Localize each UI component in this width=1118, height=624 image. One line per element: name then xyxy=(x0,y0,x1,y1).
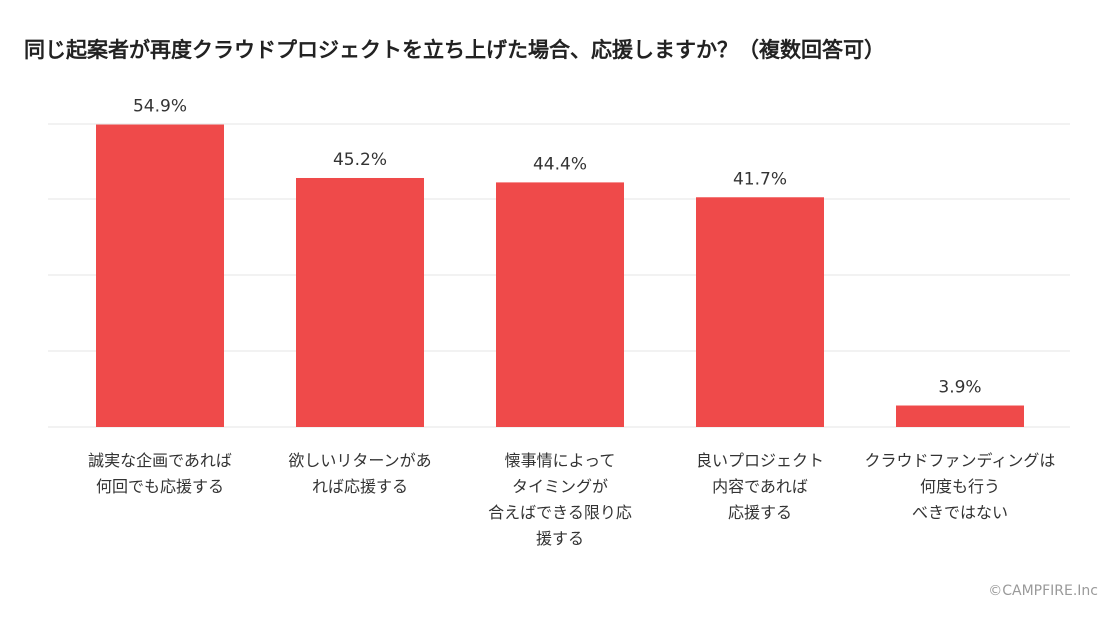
category-label-line: 応援する xyxy=(727,503,792,522)
category-label-line: 良いプロジェクト xyxy=(695,451,824,470)
bar-1 xyxy=(96,124,224,428)
bar-2 xyxy=(296,177,424,427)
category-label-3: 懐事情によって タイミングが合えばできる限り応 援する xyxy=(462,448,658,552)
copyright-text: ©CAMPFIRE.Inc xyxy=(988,583,1098,599)
data-label-5: 3.9% xyxy=(938,378,981,398)
category-label-line: 誠実な企画であれば xyxy=(88,451,232,470)
data-label-3: 44.4% xyxy=(533,154,587,174)
bar-3 xyxy=(496,182,624,427)
category-label-line: 内容であれば xyxy=(712,477,808,496)
category-label-line: 何回でも応援する xyxy=(95,477,224,496)
category-label-1: 誠実な企画であれば 何回でも応援する xyxy=(62,448,258,500)
chart-title: 同じ起案者が再度クラウドプロジェクトを立ち上げた場合、応援しますか？（複数回答可… xyxy=(24,38,885,62)
bar-4 xyxy=(696,197,824,427)
category-label-line: 合えばできる限り応 xyxy=(488,503,632,522)
category-label-line: タイミングが xyxy=(511,477,608,496)
category-label-4: 良いプロジェクト 内容であれば 応援する xyxy=(662,448,858,526)
category-label-line: べきではない xyxy=(911,503,1008,522)
category-label-2: 欲しいリターンがあ れば応援する xyxy=(262,448,458,500)
category-label-line: 援する xyxy=(535,529,584,548)
data-label-2: 45.2% xyxy=(333,150,387,170)
category-label-line: 懐事情によって xyxy=(504,451,616,470)
category-label-5: クラウドファンディングは 何度も行うべきではない xyxy=(862,448,1058,526)
data-label-4: 41.7% xyxy=(733,169,787,189)
category-label-line: 何度も行う xyxy=(919,477,1000,496)
data-label-1: 54.9% xyxy=(133,97,187,117)
bar-5 xyxy=(896,405,1024,427)
category-label-line: れば応援する xyxy=(311,477,408,496)
category-label-line: クラウドファンディングは xyxy=(864,451,1056,470)
category-label-line: 欲しいリターンがあ xyxy=(288,451,432,470)
